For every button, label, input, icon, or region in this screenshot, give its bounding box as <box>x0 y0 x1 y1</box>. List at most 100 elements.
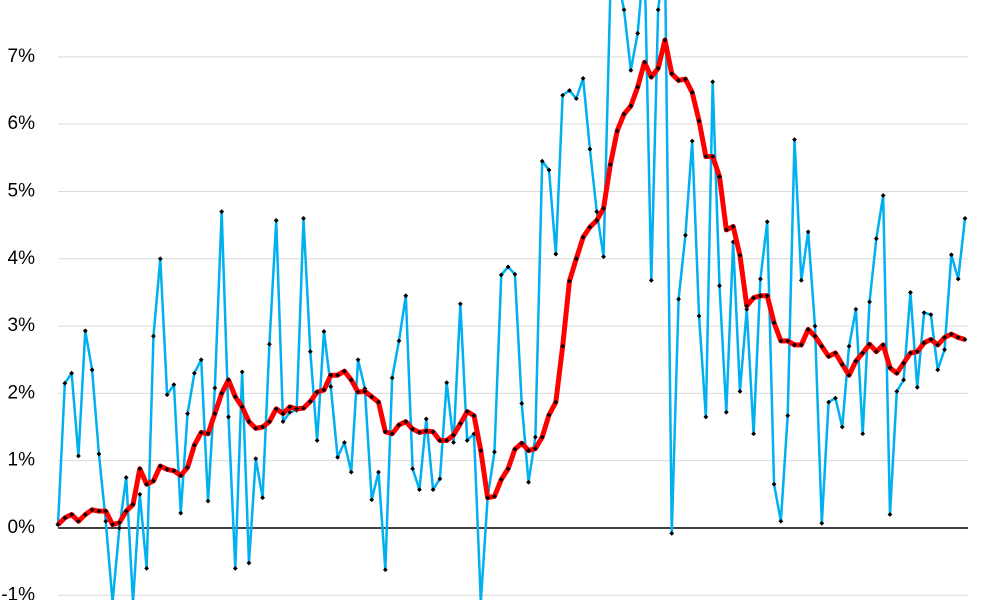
marker <box>594 209 600 215</box>
marker <box>110 522 115 528</box>
marker <box>894 370 900 376</box>
marker <box>369 497 375 503</box>
marker <box>846 372 852 378</box>
marker <box>226 377 231 383</box>
marker <box>519 401 525 406</box>
marker <box>342 368 347 374</box>
marker <box>805 229 811 235</box>
marker <box>335 454 341 460</box>
marker <box>812 323 818 329</box>
marker <box>853 306 859 312</box>
marker <box>130 502 136 507</box>
marker <box>628 67 634 73</box>
marker <box>246 560 252 566</box>
y-tick-label: 1% <box>8 450 36 471</box>
series-line <box>56 0 967 600</box>
marker <box>410 466 416 472</box>
marker <box>410 426 416 432</box>
marker <box>157 256 163 262</box>
marker <box>355 389 361 395</box>
marker <box>519 440 525 446</box>
marker <box>805 327 811 332</box>
marker <box>226 414 231 420</box>
marker <box>260 424 265 430</box>
marker <box>219 390 225 396</box>
marker <box>873 236 879 241</box>
marker <box>532 434 538 440</box>
marker <box>76 453 81 459</box>
marker <box>403 293 409 299</box>
marker <box>587 146 593 152</box>
marker <box>703 154 709 159</box>
marker <box>546 167 552 173</box>
marker <box>921 310 927 316</box>
marker <box>457 301 463 307</box>
marker <box>362 388 368 394</box>
marker <box>928 312 934 318</box>
marker <box>669 71 675 77</box>
marker <box>485 495 491 501</box>
marker <box>682 232 688 238</box>
marker <box>655 7 661 13</box>
marker <box>294 406 300 412</box>
marker <box>764 293 770 299</box>
y-tick-label: 0% <box>8 517 36 538</box>
marker <box>628 103 634 109</box>
marker <box>205 431 211 437</box>
marker <box>498 477 504 482</box>
marker <box>348 469 354 475</box>
marker <box>526 479 531 485</box>
marker <box>123 475 129 480</box>
marker <box>867 299 872 305</box>
marker <box>137 491 143 497</box>
marker <box>328 384 334 390</box>
marker <box>819 520 825 526</box>
marker <box>321 329 327 334</box>
marker <box>423 428 429 434</box>
marker <box>348 377 354 383</box>
marker <box>232 394 238 400</box>
marker <box>82 512 88 517</box>
marker <box>696 118 702 124</box>
marker <box>464 409 470 414</box>
marker <box>212 385 218 391</box>
marker <box>178 510 184 516</box>
marker <box>867 341 872 347</box>
marker <box>198 357 204 363</box>
marker <box>171 382 177 388</box>
marker <box>785 413 791 418</box>
marker <box>417 430 422 435</box>
marker <box>157 463 163 469</box>
marker <box>546 412 552 418</box>
marker <box>321 387 327 393</box>
marker <box>833 395 838 401</box>
marker <box>771 320 777 326</box>
marker <box>942 335 947 340</box>
marker <box>539 158 545 164</box>
marker <box>635 30 641 36</box>
marker <box>771 481 777 487</box>
marker <box>887 512 893 517</box>
marker <box>962 337 968 342</box>
marker <box>737 388 743 394</box>
marker <box>560 92 566 98</box>
marker <box>178 473 184 478</box>
marker <box>253 456 259 462</box>
marker <box>655 65 661 71</box>
marker <box>812 333 818 339</box>
grid <box>58 56 968 596</box>
marker <box>444 380 450 386</box>
marker <box>730 224 736 229</box>
marker <box>151 478 156 484</box>
marker <box>89 507 95 513</box>
marker <box>185 465 190 470</box>
marker <box>723 227 729 233</box>
marker <box>682 76 688 82</box>
marker <box>642 59 647 65</box>
marker <box>451 432 456 438</box>
y-tick-label: 5% <box>8 180 36 201</box>
marker <box>573 256 579 262</box>
marker <box>914 384 920 390</box>
marker <box>676 296 681 302</box>
marker <box>792 137 797 143</box>
